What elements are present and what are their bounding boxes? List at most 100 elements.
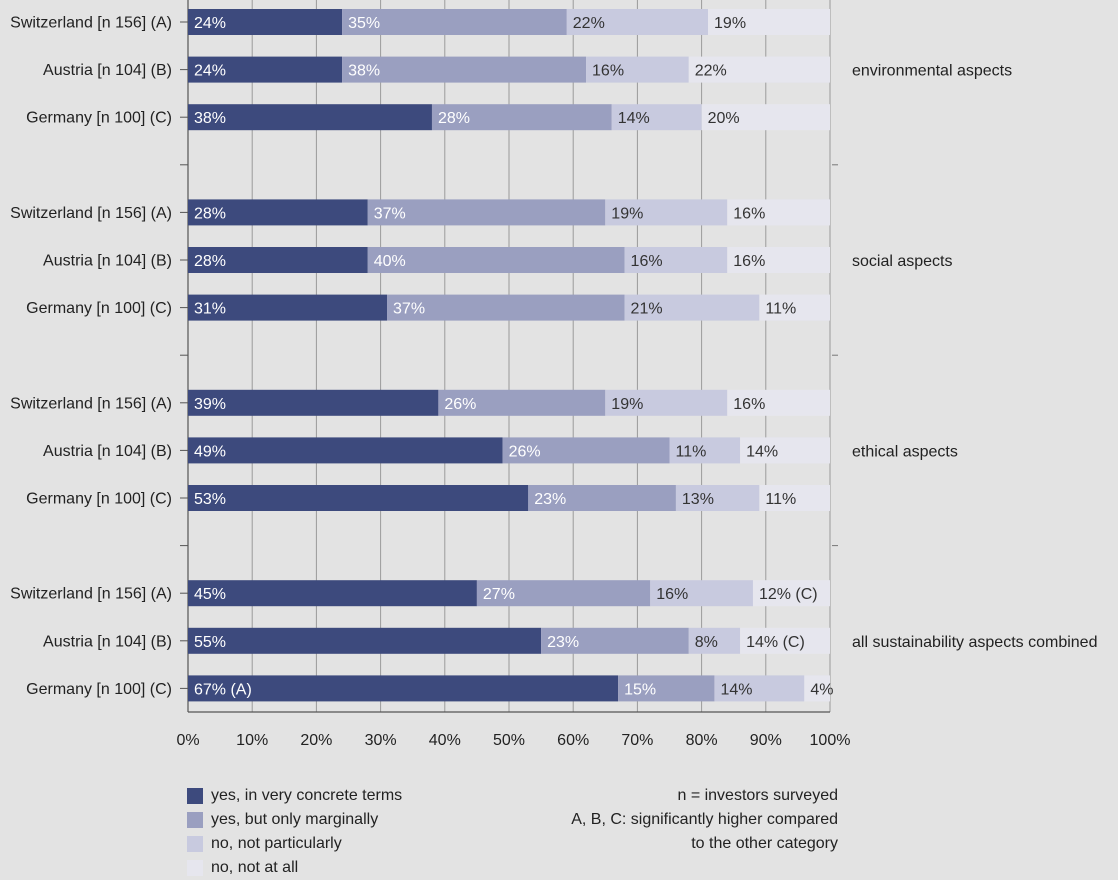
bar-segment xyxy=(804,675,830,702)
group-label: ethical aspects xyxy=(852,443,958,460)
bar-segment xyxy=(367,199,606,226)
data-label: 24% xyxy=(194,63,226,80)
note-line: to the other category xyxy=(691,835,838,852)
bar-segment xyxy=(438,389,606,416)
data-label: 27% xyxy=(483,586,515,603)
bar-segment xyxy=(611,104,702,131)
legend-label: yes, but only marginally xyxy=(211,811,379,828)
data-label: 26% xyxy=(509,443,541,460)
data-label: 19% xyxy=(714,15,746,32)
data-label: 19% xyxy=(611,205,643,222)
x-tick-label: 20% xyxy=(300,732,332,749)
data-label: 23% xyxy=(547,634,579,651)
data-label: 16% xyxy=(592,63,624,80)
legend-label: no, not particularly xyxy=(211,835,342,852)
data-label: 16% xyxy=(733,205,765,222)
bar-segment xyxy=(708,9,830,35)
bar-segment xyxy=(188,56,343,83)
bar-segment xyxy=(618,675,715,702)
data-label: 37% xyxy=(374,205,406,222)
data-label: 40% xyxy=(374,253,406,270)
group-label: social aspects xyxy=(852,253,953,270)
bar-segment xyxy=(752,580,830,607)
data-label: 21% xyxy=(631,301,663,318)
x-tick-label: 60% xyxy=(557,732,589,749)
data-label: 38% xyxy=(194,110,226,127)
row-label: Germany [n 100] (C) xyxy=(26,110,172,127)
group-label: all sustainability aspects combined xyxy=(852,634,1097,651)
data-label: 16% xyxy=(656,586,688,603)
data-label: 28% xyxy=(194,253,226,270)
note-line: A, B, C: significantly higher compared xyxy=(571,811,838,828)
row-label: Switzerland [n 156] (A) xyxy=(10,395,172,412)
bar-segment xyxy=(727,247,830,273)
x-tick-label: 40% xyxy=(429,732,461,749)
legend-swatch-concrete xyxy=(187,788,203,804)
bar-segment xyxy=(188,247,368,273)
row-label: Austria [n 104] (B) xyxy=(43,62,172,79)
data-label: 53% xyxy=(194,491,226,508)
bar-segment xyxy=(688,627,741,654)
note-line: n = investors surveyed xyxy=(677,787,838,804)
bar-segment xyxy=(188,389,439,416)
data-label: 19% xyxy=(611,396,643,413)
legend: yes, in very concrete terms yes, but onl… xyxy=(187,784,402,880)
data-label: 28% xyxy=(194,205,226,222)
bar-segment xyxy=(188,437,503,464)
data-label: 14% xyxy=(746,443,778,460)
bar-segment xyxy=(669,437,741,464)
data-label: 11% xyxy=(765,301,796,318)
legend-item: no, not at all xyxy=(187,856,402,880)
bar-segment xyxy=(740,437,830,464)
x-tick-label: 70% xyxy=(621,732,653,749)
row-label: Switzerland [n 156] (A) xyxy=(10,205,172,222)
x-tick-label: 100% xyxy=(810,732,851,749)
bar-segment xyxy=(688,56,830,83)
bar-segment xyxy=(188,485,529,511)
bar-segment xyxy=(188,675,619,702)
bar-segment xyxy=(566,9,709,35)
bar-segment xyxy=(605,199,728,226)
data-label: 37% xyxy=(393,301,425,318)
data-label: 16% xyxy=(733,396,765,413)
data-label: 11% xyxy=(676,443,707,460)
data-label: 4% xyxy=(810,681,833,698)
row-label: Germany [n 100] (C) xyxy=(26,300,172,317)
row-label: Austria [n 104] (B) xyxy=(43,443,172,460)
bar-segment xyxy=(541,627,689,654)
bar-segment xyxy=(624,294,760,321)
x-tick-label: 10% xyxy=(236,732,268,749)
bar-segment xyxy=(624,247,728,273)
bar-segment xyxy=(342,9,567,35)
bar-segment xyxy=(188,627,542,654)
row-label: Austria [n 104] (B) xyxy=(43,633,172,650)
bar-segment xyxy=(528,485,676,511)
x-tick-label: 50% xyxy=(493,732,525,749)
data-label: 11% xyxy=(765,491,796,508)
data-label: 26% xyxy=(444,396,476,413)
data-label: 24% xyxy=(194,15,226,32)
bar-segment xyxy=(759,485,830,511)
data-label: 14% xyxy=(720,681,752,698)
stacked-bar-chart: 0% 10% 20% 30% 40% 50% 60% 70% 80% 90% 100% Switzer… xyxy=(10,0,1097,749)
bar-segment xyxy=(586,56,689,83)
data-label: 23% xyxy=(534,491,566,508)
chart-notes: n = investors surveyed A, B, C: signific… xyxy=(571,784,838,856)
bar-segment xyxy=(759,294,830,321)
bar-segment xyxy=(367,247,625,273)
data-label: 12% (C) xyxy=(759,586,818,603)
data-label: 16% xyxy=(733,253,765,270)
x-tick-label: 80% xyxy=(686,732,718,749)
x-tick-label: 0% xyxy=(176,732,199,749)
legend-item: yes, but only marginally xyxy=(187,808,402,832)
row-label: Germany [n 100] (C) xyxy=(26,681,172,698)
legend-label: no, not at all xyxy=(211,859,299,876)
bar-segment xyxy=(701,104,830,131)
row-label: Germany [n 100] (C) xyxy=(26,491,172,508)
legend-swatch-not-at-all xyxy=(187,860,203,876)
data-label: 39% xyxy=(194,396,226,413)
bar-segment xyxy=(714,675,805,702)
data-label: 8% xyxy=(695,634,718,651)
data-label: 38% xyxy=(348,63,380,80)
x-tick-label: 30% xyxy=(365,732,397,749)
